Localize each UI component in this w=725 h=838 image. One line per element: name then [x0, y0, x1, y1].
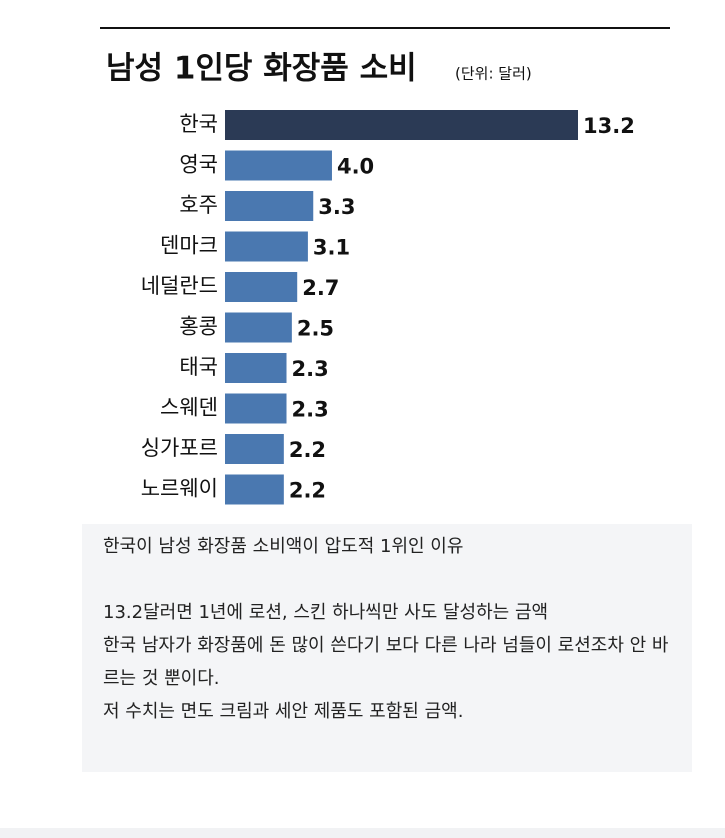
category-label: 홍콩	[179, 315, 218, 339]
value-label: 3.3	[318, 195, 355, 219]
category-label: 스웨덴	[160, 396, 218, 420]
bar	[225, 393, 287, 424]
bar	[225, 434, 284, 464]
chart-background	[82, 24, 692, 524]
category-label: 노르웨이	[141, 477, 218, 501]
value-label: 2.2	[289, 479, 326, 503]
category-label: 덴마크	[160, 234, 218, 258]
chart: 남성 1인당 화장품 소비 (단위: 달러) 한국 13.2 영국 4.0 호주 3.3 덴…	[82, 24, 692, 524]
category-label: 네덜란드	[141, 274, 218, 298]
value-label: 2.5	[297, 317, 334, 341]
category-label: 호주	[179, 193, 218, 217]
post-paragraph: 저 수치는 면도 크림과 세안 제품도 포함된 금액.	[103, 701, 464, 722]
category-label: 영국	[179, 153, 218, 177]
footer-strip	[0, 828, 725, 838]
chart-subtitle: (단위: 달러)	[455, 65, 532, 83]
bar	[225, 150, 332, 181]
post-paragraph: 13.2달러면 1년에 로션, 스킨 하나씩만 사도 달성하는 금액	[103, 602, 549, 623]
category-label: 한국	[179, 112, 218, 136]
chart-title: 남성 1인당 화장품 소비	[106, 51, 417, 87]
post-body: 한국이 남성 화장품 소비액이 압도적 1위인 이유 13.2달러면 1년에 로션…	[103, 530, 678, 728]
bar	[225, 272, 298, 302]
value-label: 2.2	[289, 438, 326, 462]
bar	[225, 474, 284, 505]
value-label: 3.1	[313, 236, 350, 260]
category-label: 태국	[179, 355, 218, 379]
value-label: 2.3	[292, 398, 329, 422]
post-paragraph: 한국 남자가 화장품에 돈 많이 쓴다기 보다 다른 나라 넘들이 로션조차 안…	[103, 635, 669, 689]
post-paragraph: 한국이 남성 화장품 소비액이 압도적 1위인 이유	[103, 536, 464, 557]
value-label: 4.0	[337, 155, 374, 179]
bar	[225, 231, 308, 262]
value-label: 13.2	[583, 114, 635, 138]
value-label: 2.3	[292, 357, 329, 381]
bar	[225, 191, 314, 221]
value-label: 2.7	[302, 276, 339, 300]
bar	[225, 312, 292, 343]
category-label: 싱가포르	[141, 436, 218, 460]
bar	[225, 353, 287, 383]
bar	[225, 110, 578, 140]
